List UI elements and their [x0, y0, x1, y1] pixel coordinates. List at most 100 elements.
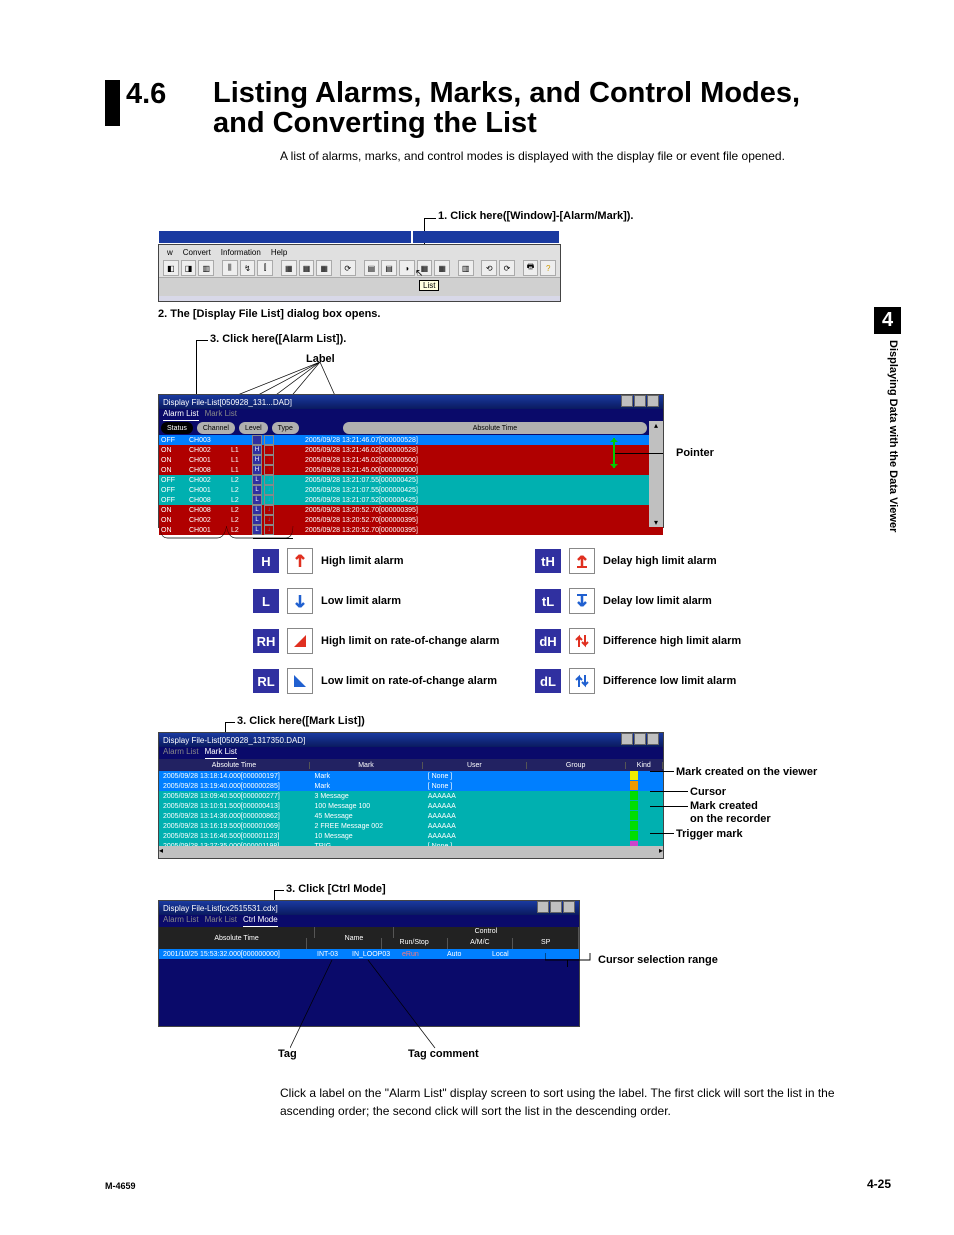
tool-icon[interactable]: ▦ [281, 260, 297, 276]
section-title: Listing Alarms, Marks, and Control Modes… [213, 78, 853, 139]
tool-icon[interactable]: ▥ [458, 260, 474, 276]
ann-trigger: Trigger mark [676, 828, 743, 840]
menu-w[interactable]: w [167, 248, 173, 257]
window-buttons[interactable] [620, 733, 659, 747]
legend-badge: RL [253, 669, 279, 693]
legend-label: Low limit alarm [321, 595, 401, 607]
alarm-row[interactable]: OFFCH002L2L↓2005/09/28 13:21:07.55[00000… [159, 475, 663, 485]
legend-icon [569, 668, 595, 694]
tab-alarm-list[interactable]: Alarm List [163, 409, 199, 421]
hdr-status[interactable]: Status [161, 422, 193, 434]
mark-row[interactable]: 2005/09/28 13:18:14.000[000000197]Mark[ … [159, 771, 663, 781]
tool-icon[interactable]: ⟲ [481, 260, 497, 276]
screenshot-mark-list: Display File-List[050928_1317350.DAD] Al… [158, 732, 664, 859]
alarm-row[interactable]: ONCH002L2L↓2005/09/28 13:20:52.70[000000… [159, 515, 663, 525]
alarm-row[interactable]: OFFCH008L2L↓2005/09/28 13:21:07.52[00000… [159, 495, 663, 505]
mark-row[interactable]: 2005/09/28 13:14:36.000[000000862]45 Mes… [159, 811, 663, 821]
range-bracket [545, 953, 595, 967]
tool-icon[interactable]: ⫿ [257, 260, 273, 276]
tool-icon[interactable]: ⫼ [222, 260, 238, 276]
hdr-abs-time[interactable]: Absolute Time [343, 422, 647, 434]
callout-3c: 3. Click [Ctrl Mode] [286, 883, 386, 895]
tab-alarm-list[interactable]: Alarm List [163, 747, 199, 759]
mark-row[interactable]: 2005/09/28 13:10:51.500[000000413]100 Me… [159, 801, 663, 811]
legend-item: dLDifference low limit alarm [535, 668, 736, 694]
tool-icon[interactable]: ◧ [163, 260, 179, 276]
legend-item: tHDelay high limit alarm [535, 548, 717, 574]
callout-3a: 3. Click here([Alarm List]). [210, 333, 346, 345]
tool-icon[interactable]: ▦ [299, 260, 315, 276]
window-buttons[interactable] [536, 901, 575, 915]
alarm-row[interactable]: ONCH008L2L↓2005/09/28 13:20:52.70[000000… [159, 505, 663, 515]
mark-header: Absolute Time Mark User Group Kind [159, 759, 663, 771]
tool-icon[interactable]: ◨ [181, 260, 197, 276]
ann-mark-viewer: Mark created on the viewer [676, 766, 817, 778]
mark-row[interactable]: 2005/09/28 13:19:40.000[000000285]Mark[ … [159, 781, 663, 791]
tag-comment-label: Tag comment [408, 1048, 479, 1060]
legend-label: High limit alarm [321, 555, 404, 567]
menu-convert[interactable]: Convert [183, 248, 211, 257]
legend-item: RHHigh limit on rate-of-change alarm [253, 628, 499, 654]
legend-badge: dL [535, 669, 561, 693]
window-title: Display File-List[050928_131...DAD] [163, 398, 292, 407]
section-marker [105, 80, 120, 126]
alarm-row[interactable]: ONCH001L1H↑2005/09/28 13:21:45.02[000000… [159, 455, 663, 465]
menu-help[interactable]: Help [271, 248, 287, 257]
alarm-row[interactable]: ONCH008L1H↑2005/09/28 13:21:45.00[000000… [159, 465, 663, 475]
mark-row[interactable]: 2005/09/28 13:16:19.500[000001069]2 FREE… [159, 821, 663, 831]
alarm-row[interactable]: OFFCH0032005/09/28 13:21:46.07[000000528… [159, 435, 663, 445]
tab-mark-list[interactable]: Mark List [205, 747, 237, 759]
tab-mark-list[interactable]: Mark List [205, 915, 237, 927]
callout-1: 1. Click here([Window]-[Alarm/Mark]). [438, 210, 633, 222]
tooltip: List [419, 280, 439, 291]
hdr-level[interactable]: Level [239, 422, 268, 434]
h-scrollbar[interactable]: ◂▸ [159, 846, 663, 858]
legend-badge: H [253, 549, 279, 573]
cursor-range: Cursor selection range [598, 954, 718, 966]
legend-badge: dH [535, 629, 561, 653]
legend-icon [569, 548, 595, 574]
tool-icon[interactable]: ▥ [198, 260, 214, 276]
legend-label: Low limit on rate-of-change alarm [321, 675, 497, 687]
footer-doc-id: M-4659 [105, 1181, 136, 1191]
alarm-row[interactable]: OFFCH001L2L↓2005/09/28 13:21:07.55[00000… [159, 485, 663, 495]
tool-icon[interactable]: ⟳ [340, 260, 356, 276]
tool-icon[interactable]: ◑ [399, 260, 415, 276]
window-buttons[interactable] [620, 395, 659, 409]
screenshot-alarm-list: Display File-List[050928_131...DAD] Alar… [158, 394, 664, 528]
scrollbar[interactable]: ▾ [649, 435, 663, 527]
tab-mark-list[interactable]: Mark List [205, 409, 237, 421]
tool-icon[interactable]: 🖶 [523, 260, 539, 276]
window-title: Display File-List[050928_1317350.DAD] [163, 736, 305, 745]
ann-mark-rec: Mark created [690, 800, 758, 812]
tool-icon[interactable]: ▦ [316, 260, 332, 276]
mark-row[interactable]: 2005/09/28 13:09:40.500[000000277]3 Mess… [159, 791, 663, 801]
ctrl-row[interactable]: 2001/10/25 15:53:32.000[000000000] INT-0… [159, 949, 579, 959]
ann-mark-rec2: on the recorder [690, 813, 771, 825]
legend-badge: L [253, 589, 279, 613]
tab-ctrl-mode[interactable]: Ctrl Mode [243, 915, 278, 927]
alarm-row[interactable]: ONCH002L1H↑2005/09/28 13:21:46.02[000000… [159, 445, 663, 455]
legend-label: Difference high limit alarm [603, 635, 741, 647]
mark-row[interactable]: 2005/09/28 13:16:46.500[000001123]10 Mes… [159, 831, 663, 841]
legend-item: L Low limit alarm [253, 588, 401, 614]
tool-icon[interactable]: ▦ [434, 260, 450, 276]
tab-alarm-list[interactable]: Alarm List [163, 915, 199, 927]
menu-information[interactable]: Information [221, 248, 261, 257]
tool-icon[interactable]: ▤ [381, 260, 397, 276]
hdr-type[interactable]: Type [272, 422, 299, 434]
tool-icon[interactable]: ↯ [240, 260, 256, 276]
tool-icon[interactable]: ⟳ [499, 260, 515, 276]
tag-label: Tag [278, 1048, 297, 1060]
alarm-header: Status Channel Level Type Absolute Time … [159, 421, 663, 435]
pointer-label: Pointer [676, 447, 714, 459]
screenshot-toolbar: w Convert Information Help ◧ ◨ ▥ ⫼ ↯ ⫿ ▦… [158, 244, 561, 302]
body-paragraph: Click a label on the "Alarm List" displa… [280, 1084, 890, 1120]
legend-icon [569, 588, 595, 614]
tool-icon[interactable]: ? [540, 260, 556, 276]
legend-item: RL Low limit on rate-of-change alarm [253, 668, 497, 694]
ann-cursor: Cursor [690, 786, 726, 798]
tool-icon[interactable]: ▤ [364, 260, 380, 276]
hdr-channel[interactable]: Channel [197, 422, 235, 434]
menu-bar: w Convert Information Help [159, 245, 560, 259]
